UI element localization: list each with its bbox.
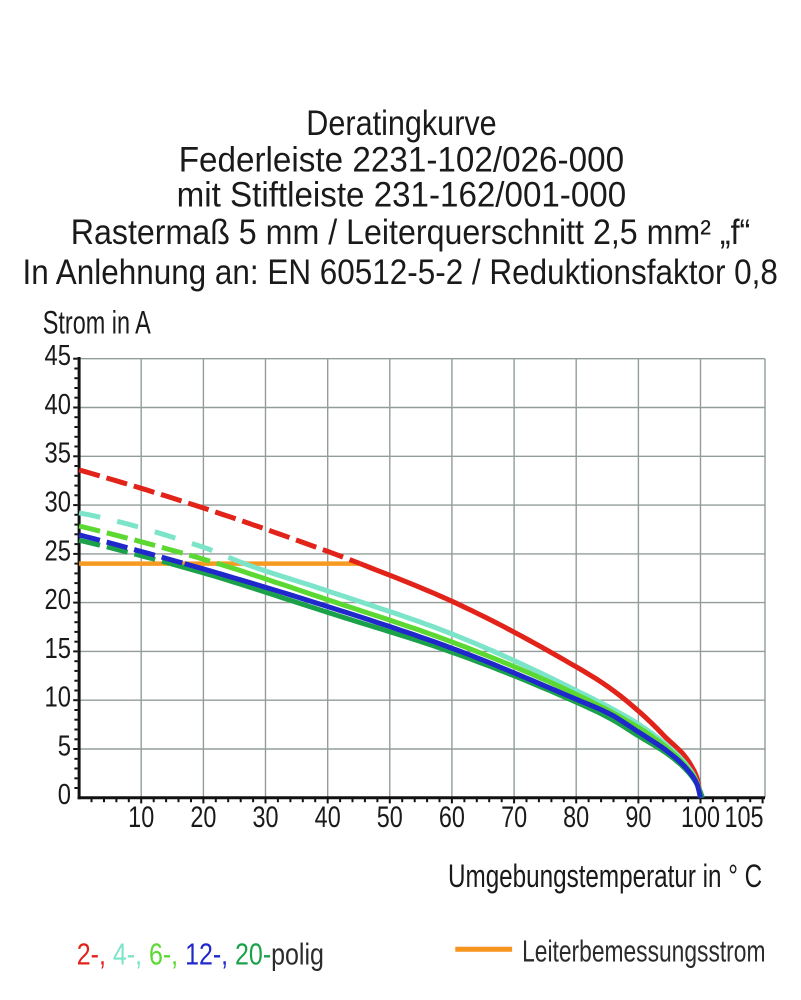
svg-text:100: 100 (681, 800, 720, 833)
svg-text:Strom in A: Strom in A (43, 305, 151, 340)
svg-text:50: 50 (377, 800, 403, 833)
svg-text:mit Stiftleiste 231-162/001-00: mit Stiftleiste 231-162/001-000 (177, 176, 626, 215)
svg-text:10: 10 (128, 800, 154, 833)
svg-text:90: 90 (625, 800, 651, 833)
svg-text:45: 45 (45, 339, 71, 372)
svg-text:80: 80 (563, 800, 589, 833)
svg-text:105: 105 (724, 800, 763, 833)
svg-text:5: 5 (58, 729, 71, 762)
svg-text:30: 30 (252, 800, 278, 833)
svg-text:In Anlehnung an: EN 60512-5-2: In Anlehnung an: EN 60512-5-2 / Reduktio… (23, 254, 778, 293)
svg-text:35: 35 (45, 436, 71, 469)
svg-text:Federleiste 2231-102/026-000: Federleiste 2231-102/026-000 (179, 141, 624, 180)
svg-text:10: 10 (45, 680, 71, 713)
svg-text:30: 30 (45, 485, 71, 518)
svg-text:20: 20 (190, 800, 216, 833)
svg-text:40: 40 (45, 388, 71, 421)
svg-text:Leiterbemessungsstrom: Leiterbemessungsstrom (522, 933, 765, 968)
svg-text:15: 15 (45, 632, 71, 665)
svg-text:70: 70 (501, 800, 527, 833)
svg-text:0: 0 (58, 778, 71, 811)
svg-text:40: 40 (315, 800, 341, 833)
svg-text:Umgebungstemperatur in ° C: Umgebungstemperatur in ° C (448, 859, 762, 895)
svg-text:Deratingkurve: Deratingkurve (306, 103, 496, 142)
svg-text:25: 25 (45, 534, 71, 567)
svg-text:2-, 4-, 6-, 12-, 20-polig: 2-, 4-, 6-, 12-, 20-polig (77, 937, 324, 971)
svg-text:60: 60 (439, 800, 465, 833)
svg-text:Rastermaß 5 mm / Leiterquersch: Rastermaß 5 mm / Leiterquerschnitt 2,5 m… (71, 214, 751, 253)
svg-text:20: 20 (45, 583, 71, 616)
